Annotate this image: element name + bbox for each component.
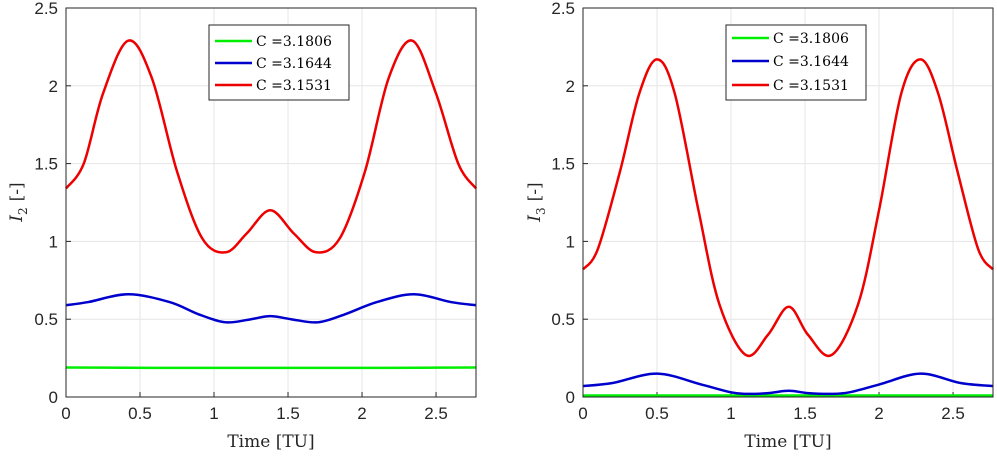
legend-entry-2: C =3.1644	[256, 56, 332, 72]
legend-entry-2: C =3.1644	[773, 54, 849, 70]
y-tick-label: 2	[49, 77, 58, 96]
chart-left: 0 0.5 1 1.5 2 2.500.511.522.5 Time [TU] I2[-]…	[7, 0, 478, 452]
y-axis-symbol: I	[7, 215, 27, 223]
y-axis-unit: [-]	[7, 182, 27, 201]
x-tick-label: 0.5	[645, 404, 669, 423]
series-line-2	[65, 293, 477, 324]
y-axis-symbol: I	[525, 215, 545, 223]
y-tick-label: 1	[49, 232, 58, 251]
x-tick-label: 1.5	[793, 404, 817, 423]
series-line-2	[582, 372, 994, 396]
y-tick-label: 0.5	[551, 310, 575, 329]
legend: C =3.1806 C =3.1644 C =3.1531	[208, 24, 350, 101]
x-tick-label: 1.5	[276, 404, 300, 423]
y-tick-label: 1	[566, 232, 575, 251]
x-tick-label: 2	[357, 404, 366, 423]
x-tick-label: 2	[874, 404, 883, 423]
y-tick-label: 2.5	[551, 0, 575, 18]
x-tick-label: 0	[578, 404, 587, 423]
y-axis-subscript: 3	[534, 207, 548, 215]
legend: C =3.1806 C =3.1644 C =3.1531	[725, 24, 867, 101]
y-tick-label: 1.5	[34, 155, 58, 174]
x-tick-label: 1	[726, 404, 735, 423]
series-lines	[64, 39, 478, 370]
tick-labels: 0 0.5 1 1.5 2 2.5 0 0.5 1 1.5 2 2.5	[34, 0, 447, 423]
x-tick-label: 1	[209, 404, 218, 423]
y-tick-label: 1.5	[551, 155, 575, 174]
y-axis-label: I2 [-]	[7, 182, 30, 222]
legend-entry-3: C =3.1531	[256, 78, 332, 94]
svg-text:I3[-]: I3 [-]	[525, 182, 548, 222]
x-tick-label: 2.5	[424, 404, 448, 423]
y-axis-unit: [-]	[525, 182, 545, 201]
tick-labels: 0 0.5 1 1.5 2 2.5 0 0.5 1 1.5 2 2.5	[551, 0, 964, 423]
x-axis-label: Time [TU]	[227, 432, 314, 452]
legend-entry-1: C =3.1806	[256, 34, 332, 50]
y-axis-label: I3 [-]	[525, 182, 548, 222]
chart-right: 0 0.5 1 1.5 2 2.5 0 0.5 1 1.5 2 2.5 Time [TU] I3 [-]…	[525, 0, 995, 452]
x-axis-label: Time [TU]	[744, 432, 831, 452]
plot-area	[65, 7, 477, 398]
y-tick-label: 0	[49, 388, 58, 407]
legend-entry-1: C =3.1806	[773, 31, 849, 47]
series-line-3	[581, 58, 995, 358]
y-axis-subscript: 2	[16, 207, 30, 215]
y-tick-label: 2	[566, 77, 575, 96]
legend-entry-3: C =3.1531	[773, 78, 849, 94]
svg-text:I2[-]: I2 [-]	[7, 182, 30, 222]
y-tick-label: 0.5	[34, 310, 58, 329]
y-tick-label: 2.5	[34, 0, 58, 18]
series-line-3	[64, 39, 478, 254]
y-tick-label: 0	[566, 388, 575, 407]
x-tick-label: 0	[61, 404, 70, 423]
series-lines	[581, 58, 995, 397]
x-tick-label: 2.5	[941, 404, 965, 423]
plot-area	[582, 7, 994, 398]
x-tick-label: 0.5	[128, 404, 152, 423]
